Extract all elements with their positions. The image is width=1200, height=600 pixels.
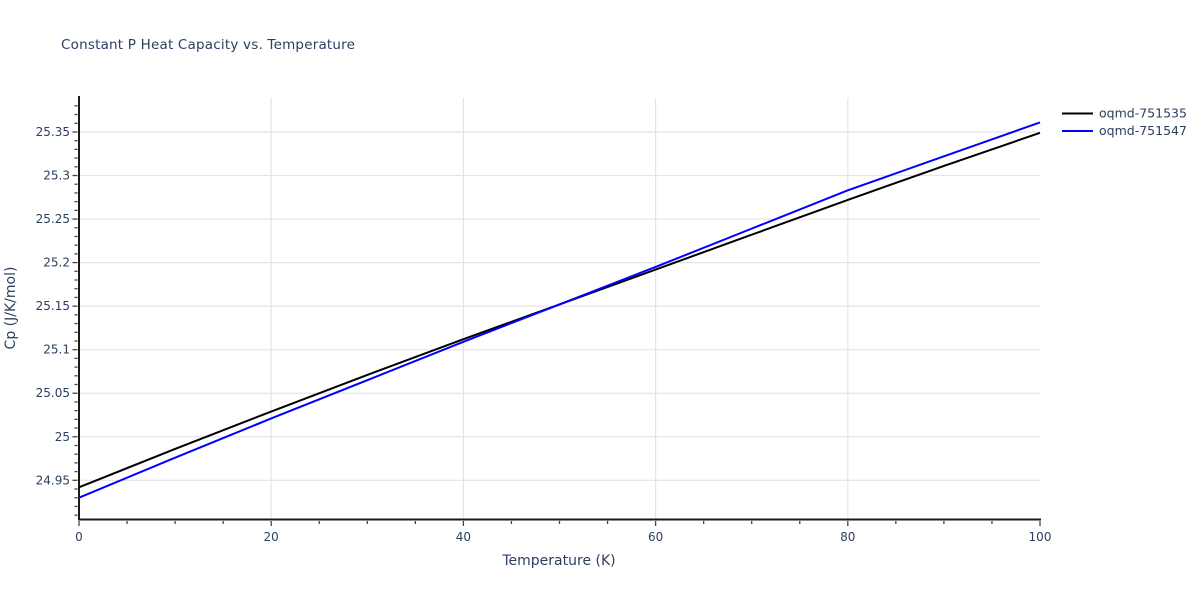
legend-label: oqmd-751535 <box>1099 106 1187 121</box>
y-tick-label: 25.3 <box>43 169 70 183</box>
x-tick-label: 20 <box>264 530 279 544</box>
x-axis-label: Temperature (K) <box>502 553 616 569</box>
y-tick-label: 25.15 <box>36 299 70 313</box>
x-tick-label: 100 <box>1029 530 1052 544</box>
y-tick-label: 25.35 <box>36 125 70 139</box>
y-tick-label: 25 <box>55 430 70 444</box>
x-tick-label: 0 <box>75 530 83 544</box>
series-line-oqmd-751535 <box>78 131 1041 489</box>
y-tick-label: 25.1 <box>43 343 70 357</box>
legend-item-oqmd-751547[interactable]: oqmd-751547 <box>1062 123 1187 138</box>
legend-label: oqmd-751547 <box>1099 123 1187 138</box>
y-tick-label: 25.25 <box>36 212 70 226</box>
x-tick-label: 80 <box>840 530 855 544</box>
series-line-oqmd-751547 <box>78 121 1041 499</box>
y-tick-label: 25.05 <box>36 386 70 400</box>
y-tick-label: 25.2 <box>43 256 70 270</box>
chart-title: Constant P Heat Capacity vs. Temperature <box>61 37 356 53</box>
x-tick-label: 40 <box>456 530 471 544</box>
x-tick-label: 60 <box>648 530 663 544</box>
y-tick-label: 24.95 <box>36 473 70 487</box>
y-axis-label: Cp (J/K/mol) <box>3 266 19 350</box>
legend-item-oqmd-751535[interactable]: oqmd-751535 <box>1062 106 1187 121</box>
